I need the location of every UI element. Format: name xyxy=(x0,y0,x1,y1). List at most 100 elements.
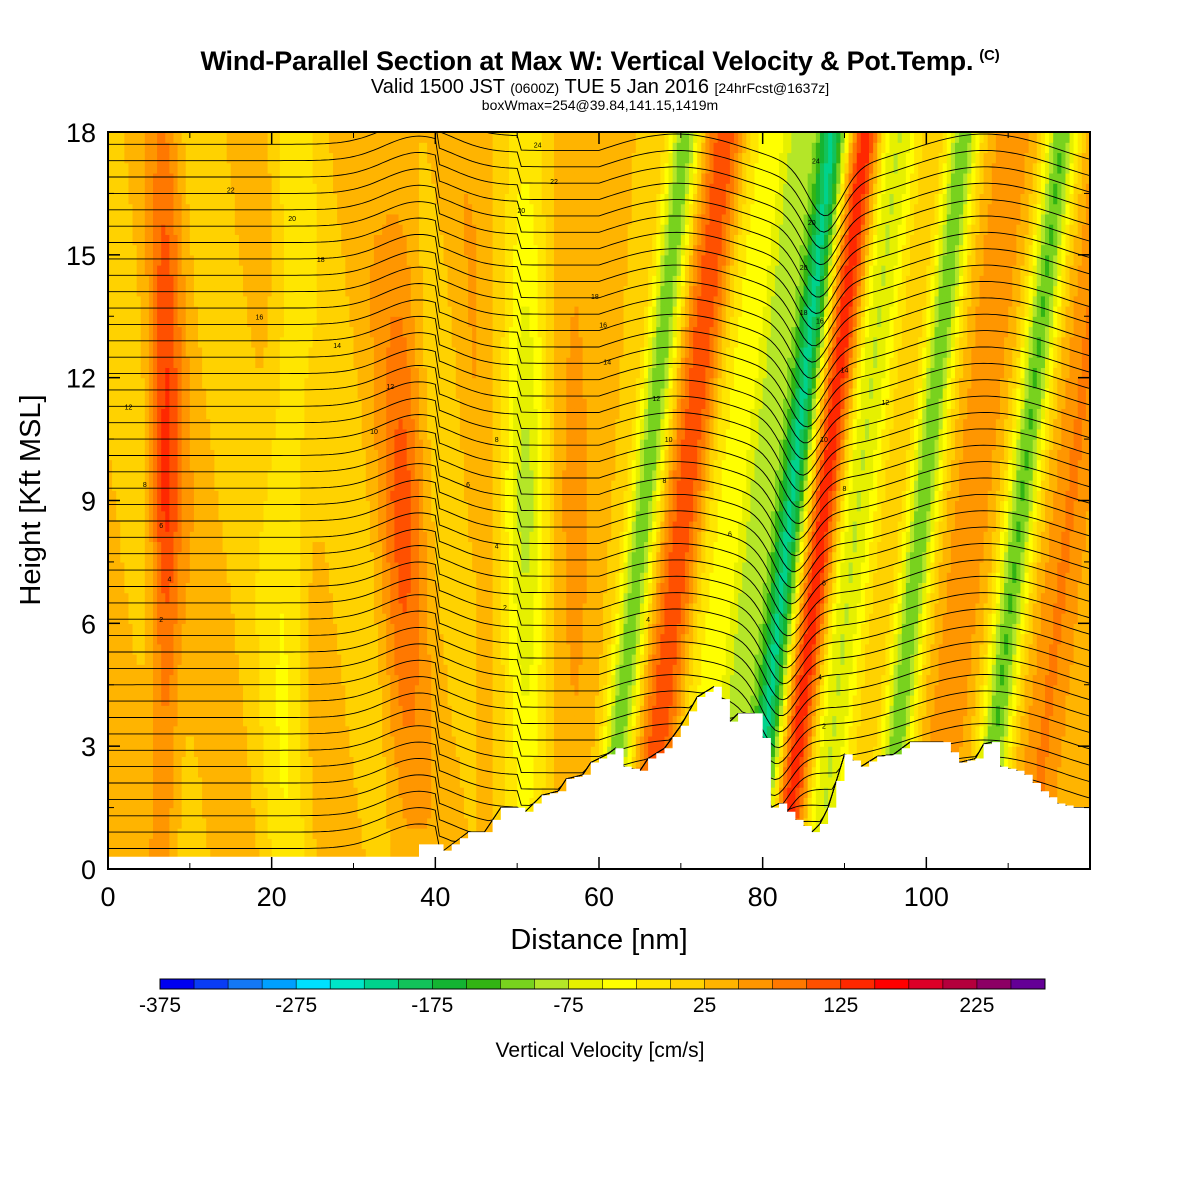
vv-cell xyxy=(337,490,342,502)
vv-cell xyxy=(357,756,363,768)
vv-cell xyxy=(144,807,150,819)
vv-cell xyxy=(373,265,379,276)
vv-cell xyxy=(169,162,175,174)
vv-cell xyxy=(353,398,359,409)
vv-cell xyxy=(251,306,256,317)
vv-cell xyxy=(140,152,146,164)
vv-cell xyxy=(279,674,285,686)
vv-cell xyxy=(296,132,301,143)
vv-cell xyxy=(136,265,142,276)
vv-cell xyxy=(349,459,355,471)
vv-cell xyxy=(271,193,277,205)
vv-cell xyxy=(120,234,125,246)
vv-cell xyxy=(230,551,236,563)
vv-cell xyxy=(218,817,224,829)
vv-cell xyxy=(206,244,211,256)
vv-cell xyxy=(324,746,330,758)
vv-cell xyxy=(112,735,117,747)
vv-cell xyxy=(304,725,310,737)
vv-cell xyxy=(365,643,371,655)
vv-cell xyxy=(202,193,207,205)
vv-cell xyxy=(169,582,175,594)
vv-cell xyxy=(132,418,138,430)
vv-cell xyxy=(218,572,224,583)
vv-cell xyxy=(378,602,383,614)
vv-cell xyxy=(267,408,273,420)
vv-cell xyxy=(136,828,142,839)
vv-cell xyxy=(341,613,346,624)
vv-cell xyxy=(357,766,363,778)
vv-cell xyxy=(148,746,154,758)
vv-cell xyxy=(169,377,175,389)
vv-cell xyxy=(251,142,256,154)
vv-cell xyxy=(234,746,240,758)
vv-cell xyxy=(124,162,130,174)
vv-cell xyxy=(296,654,301,665)
vv-cell xyxy=(210,735,215,747)
vv-cell xyxy=(181,848,187,860)
vv-cell xyxy=(238,623,244,635)
vv-cell xyxy=(320,387,326,399)
vv-cell xyxy=(288,715,293,727)
vv-cell xyxy=(165,654,170,665)
vv-cell xyxy=(189,633,195,645)
vv-cell xyxy=(185,306,191,317)
vv-cell xyxy=(214,838,220,850)
vv-cell xyxy=(349,398,355,409)
vv-cell xyxy=(341,172,346,184)
vv-cell xyxy=(353,490,359,502)
vv-cell xyxy=(198,142,203,154)
vv-cell xyxy=(361,664,367,676)
vv-cell xyxy=(263,254,269,266)
vv-cell xyxy=(218,490,224,502)
vv-cell xyxy=(243,561,248,573)
vv-cell xyxy=(353,480,359,491)
vv-cell xyxy=(214,408,220,420)
vv-cell xyxy=(112,316,117,328)
vv-cell xyxy=(157,705,162,717)
vv-cell xyxy=(341,776,346,788)
vv-cell xyxy=(238,132,244,143)
vv-cell xyxy=(136,142,142,154)
vv-cell xyxy=(300,828,305,839)
vv-cell xyxy=(234,715,240,727)
vv-cell xyxy=(390,684,396,696)
vv-cell xyxy=(263,807,269,819)
vv-cell xyxy=(153,428,158,440)
vv-cell xyxy=(148,561,154,573)
vv-cell xyxy=(181,234,187,246)
vv-cell xyxy=(283,265,289,276)
vv-cell xyxy=(124,490,130,502)
vv-cell xyxy=(193,633,199,645)
vv-cell xyxy=(337,193,342,205)
vv-cell xyxy=(132,531,138,543)
vv-cell xyxy=(173,531,179,543)
vv-cell xyxy=(308,367,314,379)
vv-cell xyxy=(108,398,113,409)
vv-cell xyxy=(173,623,179,635)
vv-cell xyxy=(300,817,305,829)
vv-cell xyxy=(198,756,203,768)
vv-cell xyxy=(320,336,326,348)
vv-cell xyxy=(238,490,244,502)
vv-cell xyxy=(140,766,146,778)
vv-cell xyxy=(140,735,146,747)
vv-cell xyxy=(353,357,359,369)
vv-cell xyxy=(202,828,207,839)
vv-cell xyxy=(337,643,342,655)
vv-cell xyxy=(132,756,138,768)
vv-cell xyxy=(218,582,224,594)
vv-cell xyxy=(345,766,351,778)
vv-cell xyxy=(283,203,289,215)
vv-cell xyxy=(189,787,195,798)
vv-cell xyxy=(337,132,342,143)
vv-cell xyxy=(341,428,346,440)
vv-cell xyxy=(357,244,363,256)
vv-cell xyxy=(373,346,379,358)
vv-cell xyxy=(124,480,130,491)
vv-cell xyxy=(345,797,351,809)
vv-cell xyxy=(365,705,371,717)
vv-cell xyxy=(341,838,346,850)
vv-cell xyxy=(181,203,187,215)
vv-cell xyxy=(386,469,391,481)
